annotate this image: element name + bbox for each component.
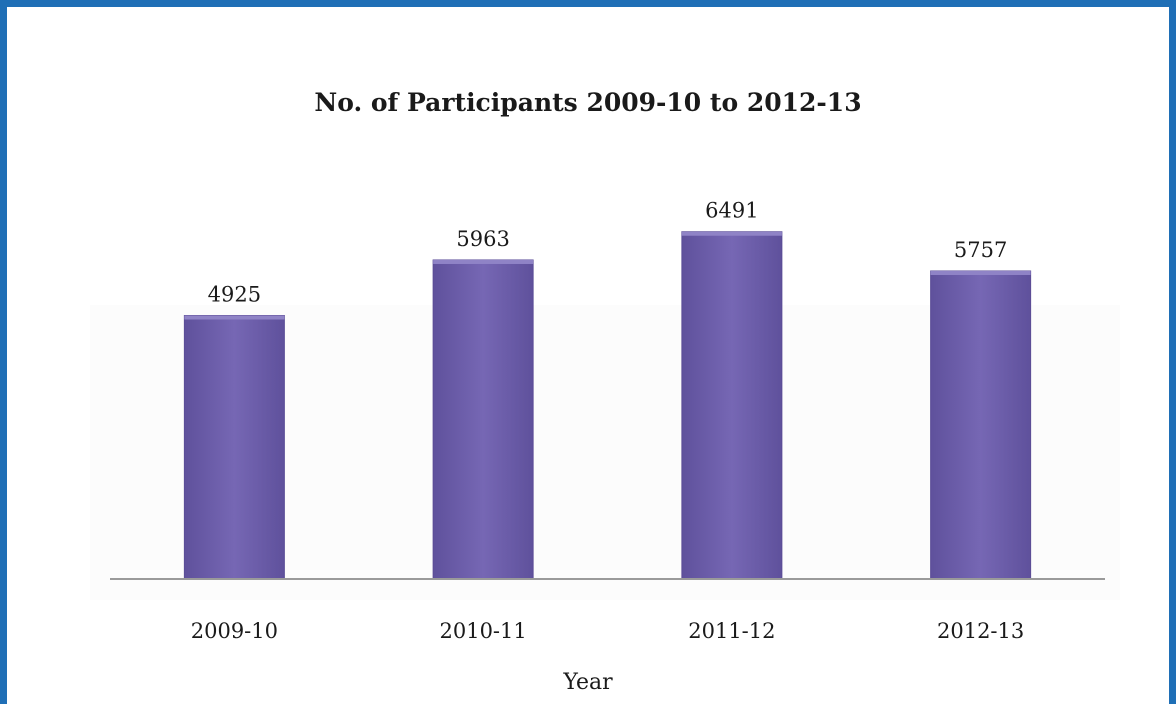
chart-title: No. of Participants 2009-10 to 2012-13: [314, 88, 862, 117]
bar-top-highlight: [184, 315, 285, 320]
bar-top-highlight: [930, 271, 1031, 276]
bar-2009-10: [183, 315, 285, 580]
bar-top-highlight: [433, 259, 534, 264]
bar-2011-12: [681, 231, 783, 580]
bar-2010-11: [432, 259, 534, 580]
data-label: 5963: [456, 227, 509, 251]
data-label: 4925: [208, 283, 261, 307]
data-label: 5757: [954, 238, 1007, 262]
x-tick-label: 2011-12: [688, 619, 775, 643]
data-label: 6491: [705, 199, 758, 223]
x-tick-label: 2012-13: [937, 619, 1024, 643]
x-tick-label: 2009-10: [191, 619, 278, 643]
x-axis-title: Year: [563, 670, 613, 695]
bar-top-highlight: [681, 231, 782, 236]
bar-2012-13: [930, 270, 1032, 580]
x-tick-label: 2010-11: [439, 619, 526, 643]
